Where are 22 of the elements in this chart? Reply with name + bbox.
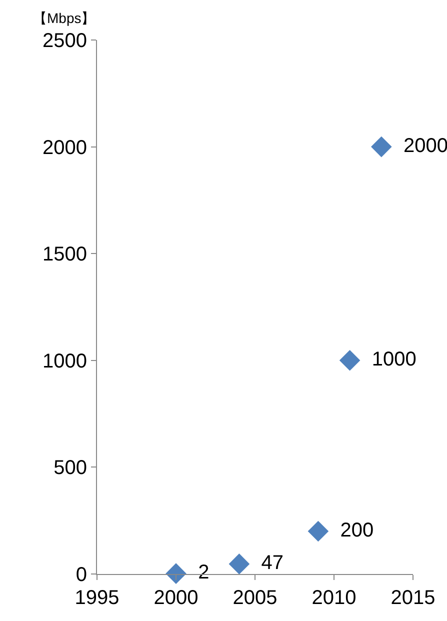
point [371,136,392,158]
y-tick-label: 1000 [42,350,87,372]
data-label: 47 [250,552,284,574]
x-tick-label: 1995 [74,587,120,609]
y-tick-label: 1500 [42,244,87,266]
point [339,350,360,371]
data-label: 2000 [392,134,447,157]
y-tick-label: 2500 [42,30,87,52]
point [228,554,250,574]
y-tick-label: 2000 [42,136,87,159]
x-tick-label: 2010 [312,587,356,609]
point [308,520,329,542]
y-tick-label: 0 [76,564,87,586]
point [166,563,186,584]
data-label: 200 [329,519,374,542]
x-tick-label: 2005 [232,587,278,609]
y-axis-title: 【Mbps】 [33,10,96,26]
x-tick-label: 2000 [154,587,198,609]
data-label: 1000 [360,348,416,370]
x-tick-label: 2015 [390,587,436,609]
data-label: 2 [187,562,210,584]
y-tick-label: 500 [54,457,87,480]
